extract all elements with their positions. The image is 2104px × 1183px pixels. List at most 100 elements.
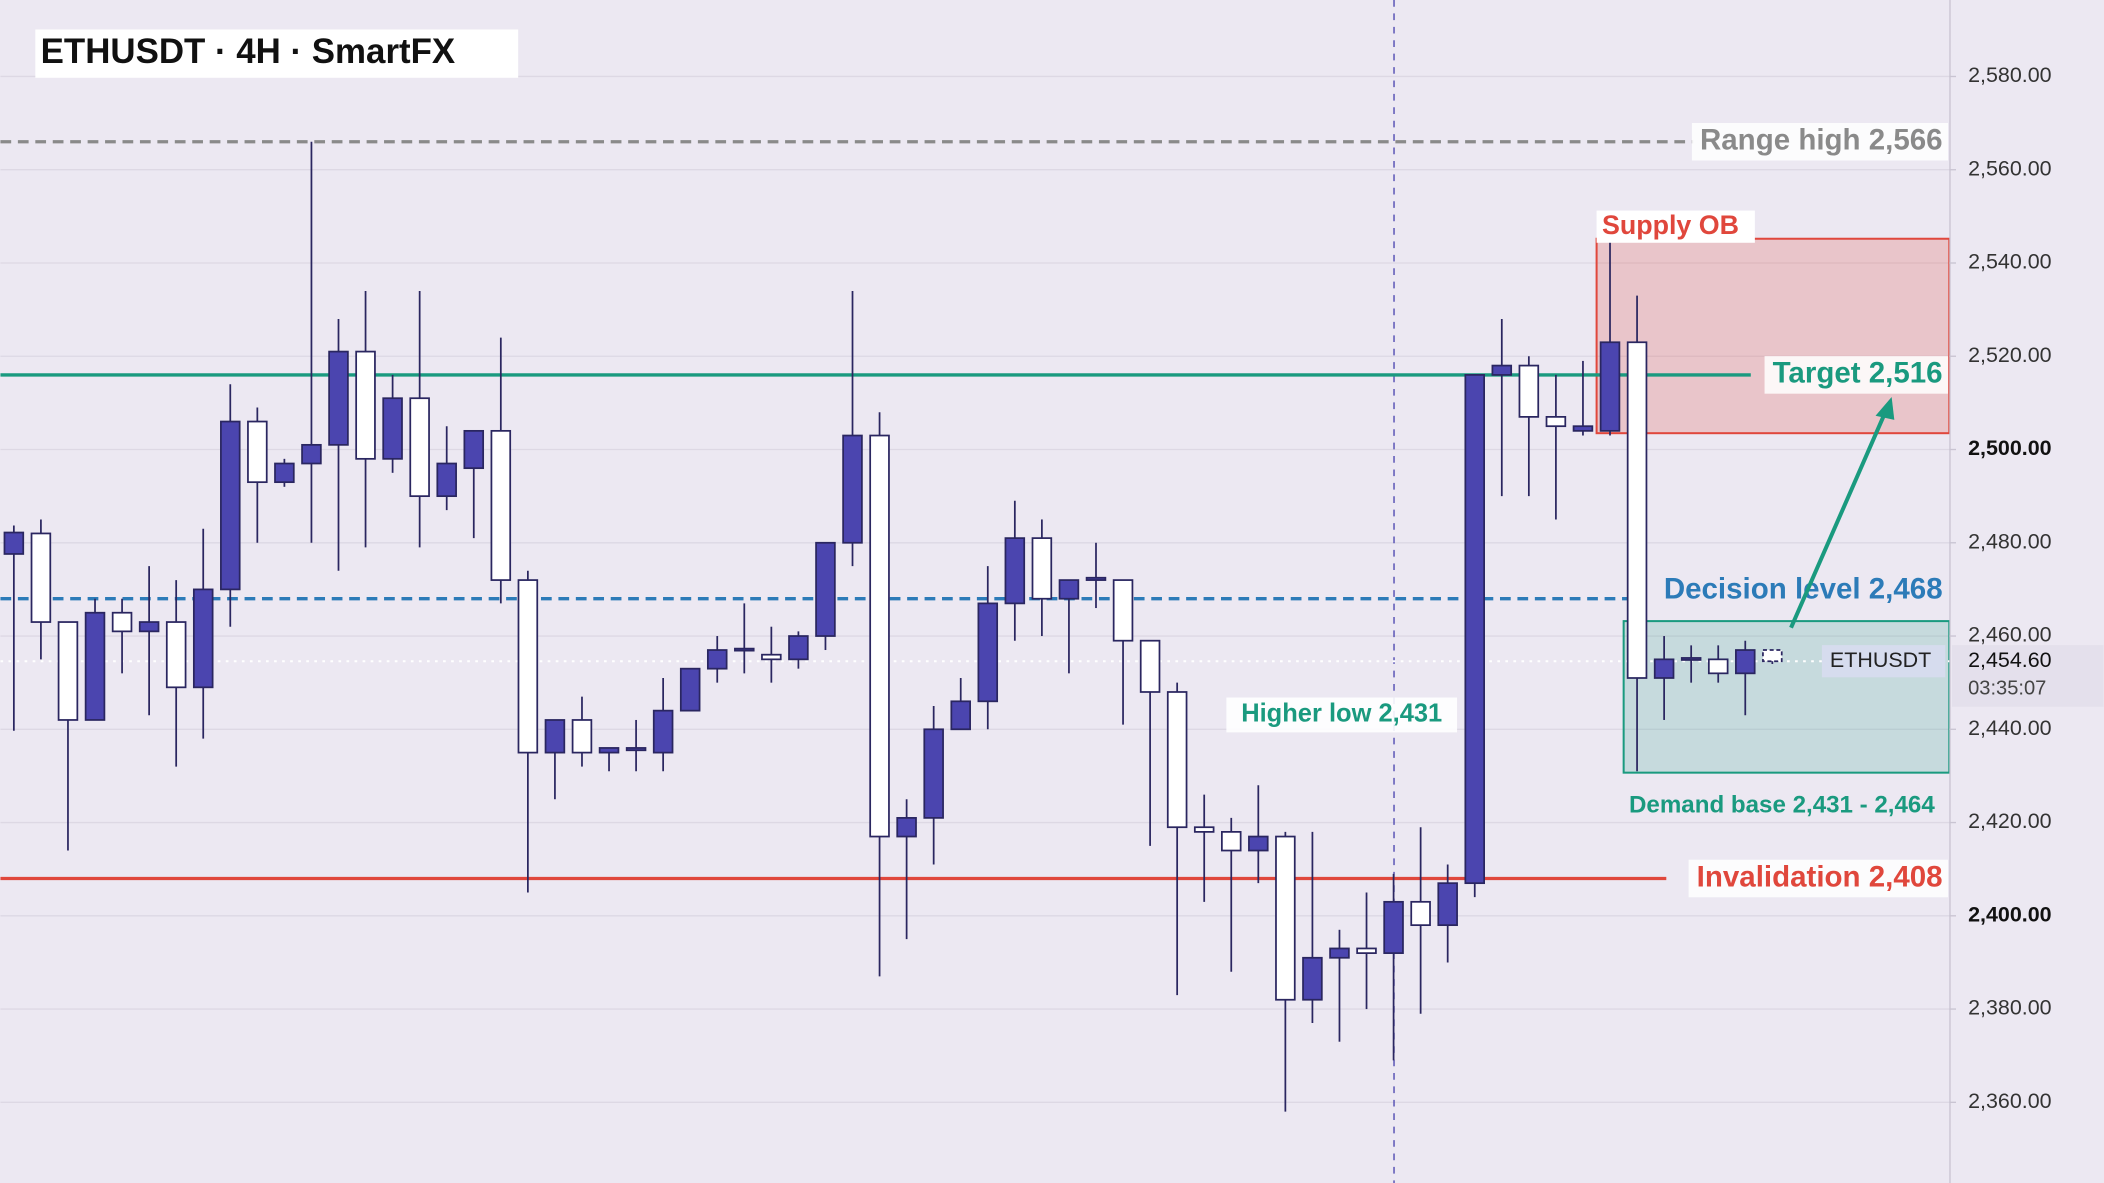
y-tick-label: 2,460.00 [1968, 623, 2052, 647]
y-tick-label: 2,520.00 [1968, 343, 2052, 367]
candle-body [1545, 415, 1567, 428]
candle-body [57, 621, 79, 721]
candle-body [1599, 341, 1621, 432]
candle-body [679, 667, 701, 712]
candle-body [788, 635, 809, 661]
candles [3, 141, 1783, 1112]
candle-body [355, 350, 376, 460]
candle-body [1707, 658, 1729, 675]
candle-body [950, 700, 971, 731]
candle-body [1004, 537, 1026, 605]
candle-body [1762, 649, 1783, 663]
candle-body [111, 611, 133, 633]
annotation: Higher low 2,431 [1241, 700, 1442, 728]
candle-body [274, 462, 295, 484]
candle-body [923, 728, 944, 819]
candle-body [1221, 831, 1242, 852]
candle-body [1248, 835, 1269, 852]
candle-body [1572, 425, 1594, 432]
candle-body [1356, 947, 1377, 954]
symbol-tag: ETHUSDT [1830, 648, 1931, 672]
symbol-tag-bg [1821, 645, 1946, 678]
level-label: Range high 2,566 [1700, 124, 1943, 157]
y-tick-label: 2,560.00 [1968, 156, 2052, 180]
candle-body [30, 532, 52, 623]
candle-body [1518, 364, 1540, 418]
candle-body [165, 621, 187, 689]
candle-body [1329, 947, 1350, 959]
y-tick-label: 2,380.00 [1968, 996, 2052, 1020]
candle-body [301, 443, 322, 465]
candle-body [977, 602, 999, 703]
candle-body [1491, 364, 1513, 376]
levels [0, 140, 1950, 881]
candle-body [1680, 657, 1702, 661]
candle-body [1653, 658, 1675, 679]
candle-body [1735, 649, 1756, 675]
title-bg [35, 29, 519, 78]
candle-body [1410, 900, 1431, 927]
candle-body [842, 434, 863, 544]
y-tick-label: 2,420.00 [1968, 809, 2052, 833]
candle-body [1139, 639, 1161, 693]
y-tick-label: 2,500.00 [1968, 436, 2052, 460]
y-axis: 2,360.00 2,380.00 2,400.00 2,420.00 2,440.00… [1949, 63, 2104, 1113]
candle-body [220, 420, 241, 591]
countdown: 03:35:07 [1968, 678, 2046, 700]
y-tick-label: 2,400.00 [1968, 902, 2052, 926]
labels: Supply OB Demand base 2,431 - 2,464 Range … [1226, 122, 1948, 898]
candle-body [3, 531, 25, 555]
y-tick-label: 2,540.00 [1968, 250, 2052, 274]
candle-body [1464, 374, 1486, 885]
candle-body [192, 588, 214, 689]
candle-body [1275, 835, 1296, 1001]
candle-body [598, 747, 620, 754]
annotation-bg [1226, 697, 1458, 733]
target-arrow [1789, 397, 1895, 629]
candle-body [1193, 826, 1215, 833]
price-tag: 2,454.60 [1968, 648, 2052, 672]
candle-body [1085, 576, 1107, 581]
candle-body [1112, 579, 1134, 642]
candle-body [896, 817, 917, 838]
candle-body [328, 350, 349, 446]
candle-body [1383, 900, 1404, 954]
y-tick-label: 2,360.00 [1968, 1089, 2052, 1113]
candle-body [138, 621, 160, 633]
level-label: Invalidation 2,408 [1697, 860, 1943, 893]
zone-label-bg [1596, 210, 1755, 243]
candle-body [625, 747, 647, 752]
candle-body [1058, 579, 1080, 600]
candle-body [247, 420, 268, 484]
chart-title: ETHUSDT · 4H · SmartFX [41, 32, 455, 71]
level-label-bg [1688, 859, 1948, 898]
zone-label: Supply OB [1602, 210, 1739, 240]
candle-body [490, 429, 512, 581]
zone [1622, 620, 1951, 774]
candle-body [409, 397, 430, 498]
candle-body [869, 434, 890, 838]
zone [1595, 237, 1951, 435]
price-tag-bg [1951, 645, 2104, 707]
grid [0, 75, 1950, 1104]
level-label: Target 2,516 [1773, 357, 1943, 390]
y-tick-label: 2,480.00 [1968, 529, 2052, 553]
level-label-bg [1691, 122, 1948, 161]
candle-body [463, 429, 485, 470]
candle-body [84, 611, 106, 721]
candle-body [1302, 956, 1323, 1001]
candle-body [571, 719, 593, 754]
candle-body [1437, 882, 1458, 927]
candle-body [1031, 537, 1053, 600]
y-tick-label: 2,440.00 [1968, 716, 2052, 740]
candle-body [706, 649, 728, 670]
zone-label: Demand base 2,431 - 2,464 [1629, 792, 1935, 819]
candle-body [382, 397, 403, 460]
candle-body [1626, 341, 1648, 679]
level-label-bg [1764, 356, 1948, 394]
candle-body [517, 579, 539, 754]
candle-body [544, 719, 566, 754]
candle-body [761, 653, 782, 661]
